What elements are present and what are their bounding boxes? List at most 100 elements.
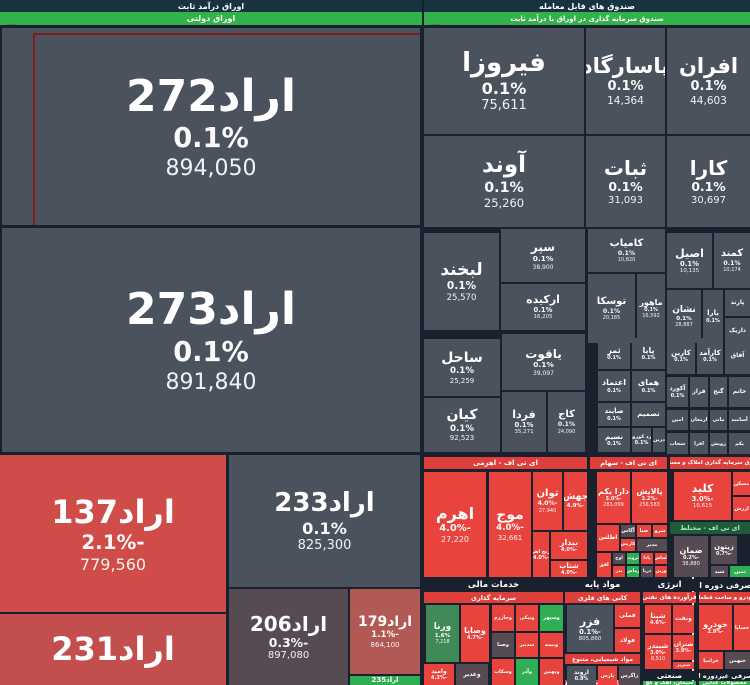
treemap-tile[interactable]: اراد273 0.1% 891,840	[2, 228, 420, 452]
treemap-tile[interactable]: یارا 0.1%	[703, 290, 723, 343]
treemap-tile[interactable]: رویش	[710, 433, 727, 454]
treemap-tile[interactable]: فردا 0.1% 35,271	[502, 392, 546, 452]
treemap-tile[interactable]: زیتون -0.7%	[711, 536, 737, 564]
treemap-tile[interactable]: فزر -0.1% 805,860	[567, 605, 613, 652]
treemap-tile[interactable]: ونفت	[673, 605, 694, 633]
treemap-tile[interactable]: کارین 0.1%	[667, 338, 695, 374]
treemap-tile[interactable]: اراد179 -1.1% 864,100	[350, 589, 420, 674]
treemap-tile[interactable]: وبهمن	[540, 659, 563, 685]
treemap-tile[interactable]: خساپا	[734, 605, 750, 650]
treemap-tile[interactable]: درین	[653, 428, 665, 452]
treemap-tile[interactable]: وصایا -4.7%	[461, 605, 489, 662]
treemap-tile[interactable]: لبخند 0.1% 25,570	[424, 233, 499, 330]
treemap-tile[interactable]: آسامید	[729, 410, 750, 430]
treemap-tile[interactable]: اراد233 0.1% 825,300	[229, 455, 420, 587]
treemap-tile[interactable]: دریا	[641, 566, 653, 577]
treemap-tile[interactable]: ثروت	[627, 553, 639, 564]
treemap-tile[interactable]: مدیر	[637, 539, 667, 551]
treemap-tile[interactable]: تصمیم	[632, 403, 665, 426]
treemap-tile[interactable]: وصنا	[492, 633, 514, 657]
treemap-tile[interactable]: ارمغان	[690, 410, 708, 430]
treemap-tile[interactable]: آکورد 0.1%	[667, 377, 688, 407]
treemap-tile[interactable]: بیدار -4.0%	[551, 532, 587, 559]
treemap-tile[interactable]: اراد137 -2.1% 779,560	[0, 455, 226, 612]
treemap-tile[interactable]: شتران -3.9%	[673, 635, 694, 660]
treemap-tile[interactable]: توان -4.0% 27,940	[533, 472, 562, 530]
treemap-tile[interactable]: کمند 0.1% 10,174	[714, 233, 750, 288]
treemap-tile[interactable]: اصیل 0.1% 10,135	[667, 233, 712, 288]
treemap-tile[interactable]: کامیاب 0.1% 10,820	[588, 229, 665, 272]
treemap-tile[interactable]: اطلس	[597, 525, 619, 551]
treemap-tile[interactable]: پادا	[641, 553, 653, 564]
treemap-tile[interactable]: شبندر -3.0% 8,510	[645, 635, 671, 669]
treemap-tile[interactable]: خودرو -2.9%	[699, 605, 732, 650]
treemap-tile[interactable]: رماس	[627, 566, 639, 577]
treemap-tile[interactable]: ونیکی	[516, 605, 538, 631]
treemap-tile[interactable]: اوج	[613, 553, 625, 564]
treemap-tile[interactable]: وامید -4.3%	[424, 664, 454, 685]
treemap-tile[interactable]: فراز	[690, 377, 708, 407]
treemap-tile[interactable]: پاسارگاد 0.1% 14,364	[586, 28, 665, 134]
treemap-tile[interactable]: اراد231	[0, 614, 226, 685]
treemap-tile[interactable]: یاقوت 0.1% 39,097	[502, 334, 585, 390]
treemap-tile[interactable]: کارا 0.1% 30,697	[667, 136, 750, 227]
treemap-tile[interactable]: ثبات 0.1% 31,093	[586, 136, 665, 227]
treemap-tile[interactable]: ثمر 0.1%	[598, 338, 630, 369]
treemap-tile[interactable]: دارا یکم -3.0% 283,099	[597, 472, 630, 523]
treemap-tile[interactable]: شید	[711, 566, 728, 577]
treemap-tile[interactable]: جهش -4.9%	[564, 472, 587, 530]
treemap-tile[interactable]: سپر 0.1% 38,900	[501, 229, 585, 282]
treemap-tile[interactable]: اعتماد 0.1%	[598, 371, 630, 401]
treemap-tile[interactable]: امین	[667, 410, 688, 430]
treemap-tile[interactable]: زاگرس	[619, 666, 640, 685]
treemap-tile[interactable]: ضمان -0.2% 38,880	[674, 536, 708, 577]
treemap-tile[interactable]: یکم	[729, 433, 750, 454]
treemap-tile[interactable]: اهرم -4.0% 27,220	[424, 472, 486, 577]
treemap-tile[interactable]: آوند 0.1% 25,260	[424, 136, 584, 227]
treemap-tile[interactable]: آساس	[655, 553, 667, 564]
treemap-tile[interactable]: زمرد کوروش0.1%	[632, 428, 651, 452]
treemap-tile[interactable]: ثمین	[730, 566, 750, 577]
treemap-tile[interactable]: سدبیر	[516, 633, 538, 657]
treemap-tile[interactable]: پارس	[598, 666, 617, 685]
treemap-tile[interactable]: آگاس	[621, 525, 635, 537]
treemap-tile[interactable]: اراد206 -0.3% 897,080	[229, 589, 348, 685]
treemap-tile[interactable]: ماهور 0.1% 16,592	[637, 274, 665, 343]
treemap-tile[interactable]: صایند 0.1%	[598, 403, 630, 426]
treemap-tile[interactable]: مانی	[710, 410, 727, 430]
treemap-tile[interactable]: وخارزم	[492, 605, 514, 631]
treemap-tile[interactable]: خبهمن	[725, 652, 750, 669]
treemap-tile[interactable]: سرو	[653, 525, 667, 537]
treemap-tile[interactable]: توسکا 0.1% 20,185	[588, 274, 635, 343]
treemap-tile[interactable]: خاتم	[729, 377, 750, 407]
treemap-tile[interactable]: اراد235	[350, 676, 420, 685]
treemap-tile[interactable]: اراد272 0.1% 894,050	[2, 28, 420, 225]
treemap-tile[interactable]: وسکاب	[492, 659, 514, 685]
treemap-tile[interactable]: ارزش	[733, 497, 750, 520]
treemap-tile[interactable]: گنج	[710, 377, 727, 407]
treemap-tile[interactable]: کارآمد 0.1%	[697, 338, 723, 374]
treemap-tile[interactable]: کلید -3.0% 10,615	[674, 472, 731, 520]
treemap-tile[interactable]: اروند 0.8%	[567, 666, 596, 685]
treemap-tile[interactable]: آفاق	[725, 338, 750, 374]
treemap-tile[interactable]: مسکن	[733, 472, 750, 495]
treemap-tile[interactable]: وغدیر	[456, 664, 488, 685]
treemap-tile[interactable]: وزین	[655, 566, 667, 577]
treemap-tile[interactable]: وسپهر	[540, 605, 563, 631]
treemap-tile[interactable]: شتاب -4.0%	[551, 561, 587, 577]
treemap-tile[interactable]: نشان 0.1% 28,887	[667, 290, 701, 343]
treemap-tile[interactable]: نارنج اهرم-4.0%	[533, 532, 549, 577]
treemap-tile[interactable]: افق	[597, 553, 611, 577]
treemap-tile[interactable]: ساحل 0.1% 25,259	[424, 339, 500, 396]
treemap-tile[interactable]: افران 0.1% 44,603	[667, 28, 750, 134]
treemap-tile[interactable]: کیان 0.1% 92,523	[424, 398, 500, 452]
treemap-tile[interactable]: بذر	[613, 566, 625, 577]
treemap-tile[interactable]: شبریز	[673, 662, 694, 669]
treemap-tile[interactable]: موج -4.0% 32,661	[489, 472, 531, 577]
treemap-tile[interactable]: همای 0.1%	[632, 371, 665, 401]
treemap-tile[interactable]: خزامیا	[699, 652, 723, 669]
treemap-tile[interactable]: وبیمه	[540, 633, 563, 657]
treemap-tile[interactable]: کاریس	[621, 539, 635, 551]
treemap-tile[interactable]: سحاب	[667, 433, 688, 454]
treemap-tile[interactable]: صبا	[637, 525, 651, 537]
